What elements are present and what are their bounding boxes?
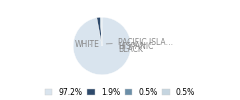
Text: WHITE: WHITE <box>75 40 100 49</box>
Text: BLACK: BLACK <box>118 45 143 54</box>
Wedge shape <box>101 17 102 46</box>
Legend: 97.2%, 1.9%, 0.5%, 0.5%: 97.2%, 1.9%, 0.5%, 0.5% <box>43 86 197 98</box>
Wedge shape <box>73 17 131 75</box>
Wedge shape <box>97 17 102 46</box>
Text: HISPANIC: HISPANIC <box>118 42 153 50</box>
Text: PACIFIC ISLA…: PACIFIC ISLA… <box>106 38 173 47</box>
Wedge shape <box>100 17 102 46</box>
